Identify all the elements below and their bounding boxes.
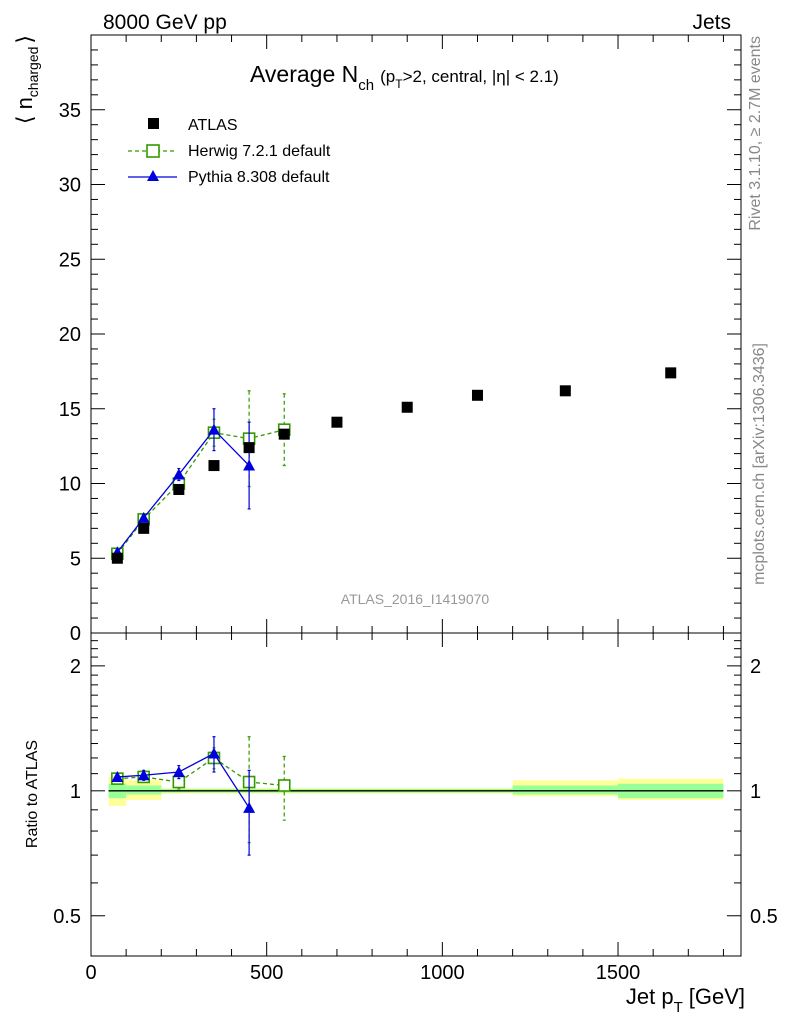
rivet-label: Rivet 3.1.10, ≥ 2.7M events — [747, 36, 764, 231]
ratio-y-tick-label: 0.5 — [53, 906, 81, 928]
atlas-point — [401, 401, 413, 413]
analysis-watermark: ATLAS_2016_I1419070 — [341, 591, 490, 607]
ratio-band-inner — [512, 785, 619, 795]
atlas-point — [208, 460, 220, 472]
pythia-ratio-point — [207, 747, 220, 759]
main-y-tick-label: 10 — [59, 474, 81, 496]
legend: ATLAS Herwig 7.2.1 default Pythia 8.308 … — [128, 117, 331, 186]
ratio-band-inner — [126, 785, 162, 795]
atlas-point — [471, 389, 483, 401]
pythia-ratio-point — [111, 770, 124, 782]
energy-label: 8000 GeV pp — [103, 11, 227, 34]
ratio-y-tick-label-right: 2 — [750, 656, 761, 678]
main-y-tick-label: 0 — [70, 623, 81, 645]
x-axis-label: Jet pT [GeV] — [626, 984, 745, 1016]
atlas-point — [665, 367, 677, 379]
legend-marker-atlas — [148, 118, 159, 129]
pythia-ratio-point — [243, 801, 256, 813]
ratio-y-tick-label: 2 — [70, 656, 81, 678]
herwig-line — [116, 429, 285, 555]
atlas-point — [243, 442, 255, 454]
legend-label-herwig: Herwig 7.2.1 default — [188, 143, 331, 160]
atlas-point — [138, 522, 150, 534]
main-y-tick-label: 25 — [59, 249, 81, 271]
legend-label-atlas: ATLAS — [188, 117, 238, 134]
main-y-tick-label: 15 — [59, 399, 81, 421]
ratio-y-tick-label-right: 0.5 — [750, 906, 778, 928]
atlas-point — [111, 552, 123, 564]
x-tick-label: 1500 — [596, 962, 641, 984]
atlas-point — [331, 416, 343, 428]
main-y-tick-label: 35 — [59, 100, 81, 122]
legend-label-pythia: Pythia 8.308 default — [188, 169, 330, 186]
x-tick-label: 0 — [85, 962, 96, 984]
pythia-point — [243, 459, 256, 471]
category-label: Jets — [692, 11, 731, 34]
ratio-panel: 0.5 0.5 1 1 2 2 0 500 1000 1500 Ratio to ATLAS Je… — [24, 632, 778, 1016]
x-tick-label: 500 — [250, 962, 283, 984]
ratio-y-tick-label-right: 1 — [750, 781, 761, 803]
pythia-ratio-point — [172, 766, 185, 778]
legend-marker-herwig — [146, 144, 160, 158]
pythia-point — [172, 468, 185, 480]
main-y-tick-label: 20 — [59, 324, 81, 346]
ratio-frame — [90, 632, 742, 957]
pythia-point — [137, 511, 150, 523]
pythia-ratio-point — [137, 769, 150, 781]
atlas-point — [559, 385, 571, 397]
herwig-ratio-point — [277, 779, 291, 792]
ratio-ylabel: Ratio to ATLAS — [24, 740, 41, 848]
atlas-point — [173, 483, 185, 495]
atlas-point — [278, 428, 290, 440]
main-ylabel: ⟨ ncharged⟩ — [12, 35, 41, 124]
legend-marker-pythia — [147, 170, 159, 181]
main-y-tick-label: 30 — [59, 175, 81, 197]
main-panel: 0 5 10 15 20 25 30 35 Average Nch (pT>2, central… — [12, 34, 742, 645]
ratio-y-tick-label: 1 — [70, 781, 81, 803]
pythia-point — [207, 423, 220, 435]
main-y-tick-label: 5 — [70, 548, 81, 570]
mcplots-label: mcplots.cern.ch [arXiv:1306.3436] — [751, 343, 768, 585]
x-tick-label: 1000 — [420, 962, 465, 984]
main-title: Average Nch (pT>2, central, |η| < 2.1) — [250, 61, 559, 94]
